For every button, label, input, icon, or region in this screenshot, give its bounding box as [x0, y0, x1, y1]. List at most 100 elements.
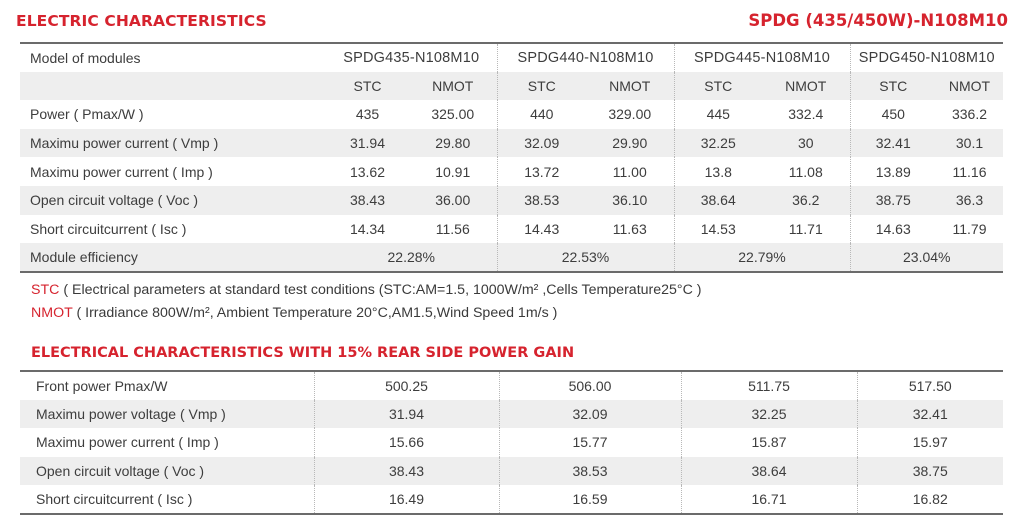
- cell-value: 14.43: [496, 214, 586, 244]
- cell-value: 336.2: [951, 106, 988, 123]
- cell-value: 11.08: [788, 163, 823, 180]
- cell-value: 38.75: [856, 456, 1003, 485]
- nmot-header: NMOT: [409, 71, 497, 101]
- stc-note-text: ( Electrical parameters at standard test…: [59, 282, 702, 298]
- row-label: Short circuitcurrent ( Isc ): [36, 490, 193, 507]
- table-row: Open circuit voltage ( Voc ) 38.43 38.53…: [20, 456, 1003, 485]
- efficiency-row: Module efficiency 22.28% 22.53% 22.79% 2…: [20, 243, 1003, 272]
- table-row: Maximu power voltage ( Vmp ) 31.94 32.09…: [20, 399, 1003, 428]
- model-name: SPDG450-N108M10: [849, 43, 1003, 72]
- rear-gain-section-title: ELECTRICAL CHARACTERISTICS WITH 15% REAR…: [31, 345, 575, 361]
- cell-value: 23.04%: [849, 243, 1003, 272]
- table-row: Short circuitcurrent ( Isc ) 14.34 11.56…: [20, 214, 1003, 244]
- cell-value: 15.77: [498, 428, 681, 457]
- cell-value: 13.89: [849, 157, 936, 186]
- model-name: SPDG445-N108M10: [673, 43, 850, 72]
- cell-value: 11.79: [952, 220, 987, 237]
- cell-value: 38.43: [326, 185, 409, 215]
- cell-value: 16.71: [680, 485, 857, 514]
- table-row: Short circuitcurrent ( Isc ) 16.49 16.59…: [20, 485, 1003, 514]
- row-label: Open circuit voltage ( Voc ): [20, 456, 314, 485]
- row-label: Open circuit voltage ( Voc ): [20, 185, 326, 215]
- header: ELECTRIC CHARACTERISTICS SPDG (435/450W)…: [16, 10, 1008, 40]
- row-label: Maximu power voltage ( Vmp ): [20, 399, 314, 428]
- cell-value: 11.56: [435, 220, 470, 237]
- cell-value: 445: [673, 100, 762, 129]
- table-row: Maximu power current ( Imp ) 15.66 15.77…: [20, 428, 1003, 457]
- table-row: Front power Pmax/W 500.25 506.00 511.75 …: [20, 371, 1003, 400]
- cell-value: 11.63: [612, 220, 647, 237]
- cell-value: 332.4: [788, 106, 824, 123]
- cell-value: 36.00: [409, 185, 497, 215]
- section-title: ELECTRIC CHARACTERISTICS: [16, 12, 267, 30]
- cell-value: 450: [849, 100, 936, 129]
- cell-value: 500.25: [313, 371, 499, 400]
- cell-value: 506.00: [498, 371, 681, 400]
- cell-value: 38.75: [849, 185, 936, 215]
- cell-value: 36.3: [936, 185, 1003, 215]
- table-row: Open circuit voltage ( Voc ) 38.43 36.00…: [20, 185, 1003, 215]
- cell-value: 22.79%: [673, 243, 850, 272]
- table-row: Maximu power current ( Imp ) 13.62 10.91…: [20, 157, 1003, 186]
- cell-value: 36.10: [586, 185, 674, 215]
- stc-header: STC: [849, 71, 936, 101]
- nmot-tag: NMOT: [31, 305, 73, 321]
- row-label: Maximu power current ( Vmp ): [20, 128, 326, 158]
- cell-value: 32.25: [673, 128, 762, 158]
- notes: STC ( Electrical parameters at standard …: [31, 279, 702, 325]
- cell-value: 329.00: [608, 106, 652, 123]
- nmot-header: NMOT: [762, 71, 850, 101]
- cell-value: 325.00: [431, 106, 475, 123]
- row-label: Front power Pmax/W: [36, 377, 168, 394]
- cell-value: 11.16: [952, 163, 987, 180]
- stc-tag: STC: [31, 282, 60, 298]
- electric-characteristics-table: Model of modules SPDG435-N108M10 SPDG440…: [20, 42, 1003, 273]
- nmot-note-text: ( Irradiance 800W/m², Ambient Temperatur…: [72, 305, 558, 321]
- cell-value: 38.64: [680, 456, 857, 485]
- model-name: SPDG440-N108M10: [496, 43, 674, 72]
- cell-value: 11.71: [788, 220, 823, 237]
- cell-value: 13.8: [673, 157, 762, 186]
- cell-value: 14.53: [673, 214, 762, 244]
- stc-header: STC: [496, 71, 586, 101]
- cell-value: 38.53: [498, 456, 681, 485]
- cell-value: 22.28%: [326, 243, 497, 272]
- cell-value: 30.1: [936, 128, 1003, 158]
- cell-value: 14.63: [849, 214, 936, 244]
- cell-value: 11.00: [612, 163, 647, 180]
- cell-value: 10.91: [435, 163, 471, 180]
- stc-header: STC: [673, 71, 762, 101]
- cell-value: 440: [496, 100, 586, 129]
- cell-value: 16.59: [498, 485, 681, 514]
- cell-value: 32.41: [849, 128, 936, 158]
- cell-value: 13.72: [496, 157, 586, 186]
- cell-value: 36.2: [762, 185, 850, 215]
- cell-value: 14.34: [349, 220, 386, 237]
- model-name: SPDG435-N108M10: [343, 49, 480, 66]
- cell-value: 29.80: [409, 128, 497, 158]
- model-header-row: Model of modules SPDG435-N108M10 SPDG440…: [20, 43, 1003, 72]
- cell-value: 517.50: [856, 371, 1003, 400]
- row-label: Power ( Pmax/W ): [30, 106, 144, 123]
- table-row: Power ( Pmax/W ) 435 325.00 440 329.00 4…: [20, 100, 1003, 129]
- condition-header-row: STC NMOT STC NMOT STC NMOT STC NMOT: [20, 71, 1003, 101]
- model-label: Model of modules: [30, 49, 141, 66]
- stc-header: STC: [326, 71, 409, 101]
- nmot-header: NMOT: [936, 71, 1003, 101]
- cell-value: 13.62: [349, 163, 386, 180]
- table-row: Maximu power current ( Vmp ) 31.94 29.80…: [20, 128, 1003, 158]
- cell-value: 30: [762, 128, 850, 158]
- stc-note: STC ( Electrical parameters at standard …: [31, 279, 702, 302]
- cell-value: 31.94: [313, 399, 499, 428]
- cell-value: 435: [355, 106, 380, 123]
- cell-value: 22.53%: [496, 243, 674, 272]
- model-range-title: SPDG (435/450W)-N108M10: [748, 11, 1008, 30]
- nmot-note: NMOT ( Irradiance 800W/m², Ambient Tempe…: [31, 302, 702, 325]
- row-label: Short circuitcurrent ( Isc ): [30, 220, 187, 237]
- row-label: Module efficiency: [20, 243, 326, 272]
- cell-value: 38.64: [673, 185, 762, 215]
- cell-value: 15.87: [680, 428, 857, 457]
- cell-value: 32.09: [496, 128, 586, 158]
- cell-value: 16.82: [856, 485, 1003, 514]
- rear-gain-table: Front power Pmax/W 500.25 506.00 511.75 …: [20, 370, 1003, 515]
